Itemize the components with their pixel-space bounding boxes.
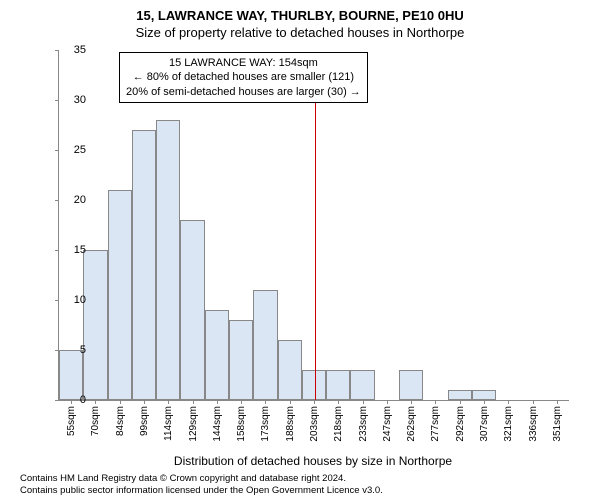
y-tick-label: 10 [56,294,86,306]
histogram-bar [472,390,496,400]
x-tick-label: 203sqm [309,406,320,442]
histogram-bar [229,320,253,400]
y-tick-label: 5 [56,344,86,356]
histogram-bar [302,370,326,400]
x-tick-label: 129sqm [188,406,199,442]
x-tick-label: 277sqm [430,406,441,442]
x-tick-label: 336sqm [528,406,539,442]
annotation-line-1: 15 LAWRANCE WAY: 154sqm [126,56,361,70]
y-tick-label: 0 [56,394,86,406]
annotation-line-2: ← 80% of detached houses are smaller (12… [126,70,361,84]
x-tick-mark [363,400,364,404]
y-tick-label: 15 [56,244,86,256]
y-tick-label: 20 [56,194,86,206]
x-tick-label: 292sqm [455,406,466,442]
annotation-line-3: 20% of semi-detached houses are larger (… [126,85,361,99]
histogram-bar [278,340,302,400]
x-tick-label: 321sqm [503,406,514,442]
x-tick-mark [435,400,436,404]
y-tick-label: 35 [56,44,86,56]
x-tick-label: 247sqm [382,406,393,442]
histogram-bar [132,130,156,400]
x-tick-label: 55sqm [66,406,77,436]
histogram-bar [326,370,350,400]
x-tick-mark [533,400,534,404]
x-tick-label: 233sqm [358,406,369,442]
x-tick-label: 99sqm [139,406,150,436]
x-tick-mark [290,400,291,404]
x-tick-label: 173sqm [260,406,271,442]
x-tick-label: 114sqm [163,406,174,441]
x-tick-mark [484,400,485,404]
x-tick-mark [193,400,194,404]
histogram-bar [59,350,83,400]
histogram-bar [108,190,132,400]
y-tick-label: 25 [56,144,86,156]
x-tick-mark [411,400,412,404]
x-tick-mark [387,400,388,404]
x-tick-label: 351sqm [552,406,563,442]
x-tick-label: 158sqm [236,406,247,442]
x-tick-label: 144sqm [212,406,223,442]
annotation-box: 15 LAWRANCE WAY: 154sqm← 80% of detached… [119,52,368,103]
x-tick-mark [95,400,96,404]
x-tick-mark [508,400,509,404]
histogram-bar [399,370,423,400]
x-tick-mark [120,400,121,404]
x-tick-label: 262sqm [406,406,417,442]
x-tick-label: 188sqm [285,406,296,442]
x-tick-mark [265,400,266,404]
chart-container: 15, LAWRANCE WAY, THURLBY, BOURNE, PE10 … [0,0,600,500]
chart-title-sub: Size of property relative to detached ho… [0,23,600,40]
x-tick-mark [460,400,461,404]
x-tick-mark [314,400,315,404]
x-tick-label: 218sqm [333,406,344,442]
x-tick-label: 84sqm [115,406,126,436]
x-tick-mark [144,400,145,404]
histogram-bar [205,310,229,400]
x-tick-label: 307sqm [479,406,490,442]
footer-line-2: Contains public sector information licen… [20,485,383,496]
reference-line [315,80,316,400]
x-tick-mark [168,400,169,404]
plot-area: 15 LAWRANCE WAY: 154sqm← 80% of detached… [58,50,569,401]
histogram-bar [253,290,277,400]
x-tick-mark [338,400,339,404]
x-axis-label: Distribution of detached houses by size … [58,454,568,468]
histogram-bar [448,390,472,400]
y-tick-label: 30 [56,94,86,106]
x-tick-mark [557,400,558,404]
x-tick-label: 70sqm [90,406,101,436]
histogram-bar [180,220,204,400]
histogram-bar [350,370,374,400]
footer-line-1: Contains HM Land Registry data © Crown c… [20,473,383,484]
histogram-bar [156,120,180,400]
histogram-bar [83,250,107,400]
x-tick-mark [241,400,242,404]
footer-attribution: Contains HM Land Registry data © Crown c… [20,473,383,496]
chart-title-main: 15, LAWRANCE WAY, THURLBY, BOURNE, PE10 … [0,0,600,23]
x-tick-mark [217,400,218,404]
